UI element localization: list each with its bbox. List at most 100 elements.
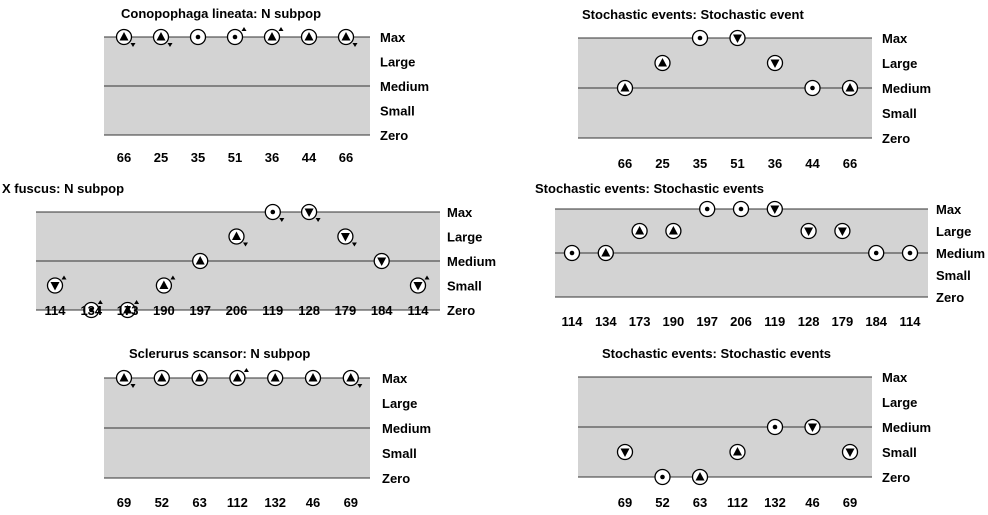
- x-tick-label: 66: [618, 156, 632, 171]
- data-point: [804, 79, 821, 97]
- level-label-medium: Medium: [382, 421, 431, 436]
- x-tick-label: 51: [730, 156, 744, 171]
- x-tick-label: 66: [339, 150, 353, 165]
- level-label-zero: Zero: [882, 131, 910, 146]
- point-triangle-down: [304, 208, 314, 217]
- level-label-max: Max: [447, 205, 473, 220]
- point-triangle-up: [601, 248, 611, 257]
- chart-title: Stochastic events: Stochastic events: [535, 181, 764, 196]
- x-tick-label: 44: [302, 150, 317, 165]
- level-label-medium: Medium: [882, 81, 931, 96]
- trend-down-icon: [279, 218, 285, 222]
- point-triangle-up: [658, 58, 667, 67]
- level-label-medium: Medium: [447, 254, 496, 269]
- data-point: [409, 275, 430, 294]
- x-tick-label: 179: [335, 303, 357, 318]
- trend-up-icon: [243, 368, 249, 372]
- x-tick-label: 206: [226, 303, 248, 318]
- point-triangle-down: [770, 59, 780, 68]
- chart-title: Stochastic events: Stochastic events: [602, 346, 831, 361]
- x-tick-label: 69: [618, 495, 632, 510]
- point-dot: [660, 474, 665, 480]
- point-dot: [89, 307, 94, 313]
- x-tick-label: 134: [595, 314, 617, 329]
- x-tick-label: 190: [663, 314, 685, 329]
- data-point: [841, 79, 859, 97]
- x-tick-label: 197: [696, 314, 718, 329]
- data-point: [691, 29, 709, 47]
- point-triangle-up: [308, 373, 318, 382]
- trend-down-icon: [243, 242, 248, 247]
- data-point: [691, 468, 709, 486]
- level-label-zero: Zero: [882, 470, 910, 485]
- x-tick-label: 206: [730, 314, 752, 329]
- level-label-medium: Medium: [936, 246, 985, 261]
- point-dot: [907, 250, 913, 256]
- data-point: [342, 369, 363, 388]
- point-triangle-up: [267, 32, 277, 41]
- level-label-large: Large: [382, 396, 417, 411]
- trend-down-icon: [130, 43, 136, 47]
- data-point: [189, 28, 207, 46]
- point-triangle-up: [733, 447, 742, 456]
- x-tick-label: 119: [262, 303, 283, 318]
- x-tick-label: 114: [900, 314, 922, 329]
- x-tick-label: 44: [805, 156, 820, 171]
- chart-title: Sclerurus scansor: N subpop: [129, 346, 310, 361]
- data-point: [153, 369, 170, 387]
- data-point: [229, 368, 249, 387]
- data-point: [304, 369, 322, 387]
- x-tick-label: 132: [264, 495, 286, 510]
- data-point: [616, 79, 634, 97]
- x-tick-label: 128: [298, 303, 320, 318]
- point-dot: [738, 206, 744, 212]
- data-point: [654, 54, 671, 72]
- point-triangle-up: [123, 305, 133, 314]
- data-point: [300, 28, 318, 46]
- x-tick-label: 184: [371, 303, 393, 318]
- x-tick-label: 128: [798, 314, 820, 329]
- data-point: [337, 228, 357, 247]
- x-tick-label: 36: [265, 150, 279, 165]
- x-tick-label: 114: [562, 314, 584, 329]
- chart-panel-2: X fuscus: N subpop Max Large Medium Small Zer…: [2, 181, 496, 319]
- data-point: [834, 222, 851, 240]
- point-dot: [810, 85, 815, 91]
- level-label-large: Large: [380, 55, 415, 70]
- level-label-zero: Zero: [447, 303, 475, 318]
- point-triangle-down: [733, 34, 742, 43]
- x-tick-label: 69: [843, 495, 857, 510]
- trend-up-icon: [170, 275, 176, 280]
- data-point: [46, 275, 67, 294]
- x-tick-label: 36: [768, 156, 782, 171]
- x-tick-label: 132: [764, 495, 786, 510]
- level-label-max: Max: [882, 31, 908, 46]
- x-tick-label: 119: [764, 314, 785, 329]
- chart-panel-1: Conopophaga lineata: N subpop Max Large Med…: [104, 6, 429, 165]
- point-triangle-down: [770, 205, 780, 214]
- data-point: [901, 244, 919, 262]
- data-point: [263, 27, 284, 46]
- point-dot: [704, 206, 710, 212]
- data-point: [699, 200, 716, 218]
- point-triangle-down: [620, 448, 630, 457]
- x-tick-label: 69: [117, 495, 131, 510]
- level-label-small: Small: [382, 446, 417, 461]
- data-point: [267, 369, 284, 387]
- x-tick-label: 51: [228, 150, 242, 165]
- data-point: [665, 222, 682, 240]
- data-point: [152, 28, 173, 47]
- data-point: [631, 222, 648, 240]
- level-label-max: Max: [382, 371, 408, 386]
- point-triangle-down: [837, 227, 847, 236]
- point-triangle-up: [156, 32, 166, 41]
- level-label-zero: Zero: [936, 290, 964, 305]
- level-label-medium: Medium: [380, 79, 429, 94]
- x-tick-label: 69: [344, 495, 358, 510]
- level-label-zero: Zero: [380, 128, 408, 143]
- trend-down-icon: [351, 242, 357, 247]
- data-point: [155, 275, 176, 294]
- level-label-zero: Zero: [382, 471, 410, 486]
- data-point: [191, 369, 208, 387]
